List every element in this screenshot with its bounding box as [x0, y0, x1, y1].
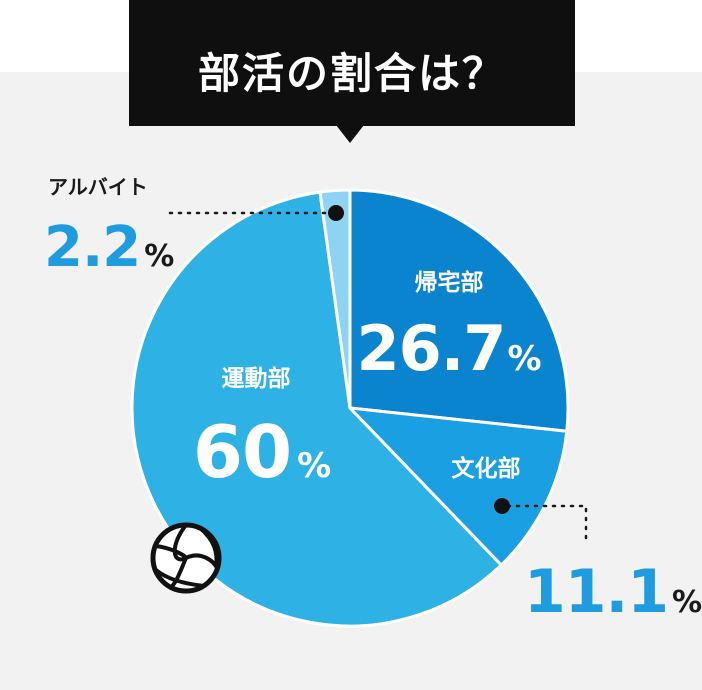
label-value-undo: 60%: [193, 410, 331, 494]
slice-bunka: [346, 406, 569, 568]
label-name-part-time: アルバイト: [48, 175, 148, 199]
label-name-undo: 運動部: [222, 365, 291, 392]
chart-title: 部活の割合は？: [197, 48, 506, 98]
label-name-bunka: 文化部: [452, 455, 521, 482]
slice-part-time: [318, 188, 352, 409]
label-value-kitaku: 26.7%: [356, 312, 541, 385]
slice-undo: [130, 190, 504, 628]
label-name-kitaku: 帰宅部: [415, 269, 484, 296]
leader-dot-culture: [494, 498, 510, 514]
label-value-bunka: 11.1%: [524, 557, 702, 627]
title-box: [129, 0, 575, 126]
leader-line-culture: [506, 504, 588, 547]
volleyball-icon: [150, 522, 222, 594]
label-value-part-time: 2.2%: [44, 215, 174, 280]
leader-dot-part-time: [328, 205, 344, 221]
title-pointer: [336, 125, 364, 143]
slice-kitaku: [348, 188, 570, 433]
